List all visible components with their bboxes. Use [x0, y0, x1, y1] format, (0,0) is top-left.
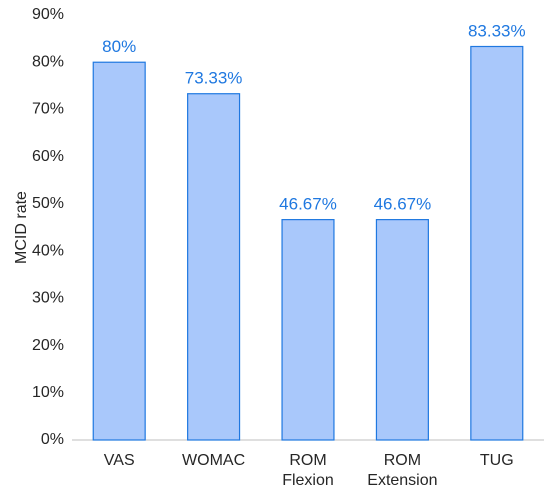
x-axis-ticks: VAS WOMAC ROM Flexion ROM Extension TUG — [104, 452, 514, 489]
y-tick-label: 30% — [32, 290, 64, 307]
bar — [375, 219, 429, 441]
y-axis-title-group: MCID rate — [13, 191, 30, 264]
y-tick-label: 0% — [41, 431, 64, 448]
y-tick-label: 80% — [32, 53, 64, 70]
bar-data-label: 83.33% — [468, 21, 526, 40]
bar — [92, 61, 146, 441]
y-axis-title: MCID rate — [13, 191, 30, 264]
y-tick-label: 40% — [32, 242, 64, 259]
bar-data-label: 46.67% — [374, 195, 432, 214]
y-tick-label: 90% — [32, 6, 64, 23]
x-tick-label: TUG — [480, 452, 514, 469]
data-labels: 80% 73.33% 46.67% 46.67% 83.33% — [102, 21, 525, 213]
bar — [281, 219, 335, 441]
y-tick-label: 20% — [32, 337, 64, 354]
bar — [470, 45, 524, 441]
x-tick-label: WOMAC — [182, 452, 245, 469]
bar — [187, 93, 241, 441]
y-tick-label: 10% — [32, 384, 64, 401]
y-tick-label: 70% — [32, 101, 64, 118]
y-tick-label: 60% — [32, 148, 64, 165]
y-axis-ticks: 0% 10% 20% 30% 40% 50% 60% 70% 80% 90% — [32, 6, 64, 448]
bar-data-label: 80% — [102, 37, 136, 56]
bar-data-label: 73.33% — [185, 69, 243, 88]
x-tick-label: VAS — [104, 452, 135, 469]
y-tick-label: 50% — [32, 195, 64, 212]
bar-data-label: 46.67% — [279, 195, 337, 214]
bars — [92, 45, 524, 441]
x-tick-label: ROM Flexion — [282, 452, 334, 489]
x-tick-label: ROM Extension — [367, 452, 437, 489]
